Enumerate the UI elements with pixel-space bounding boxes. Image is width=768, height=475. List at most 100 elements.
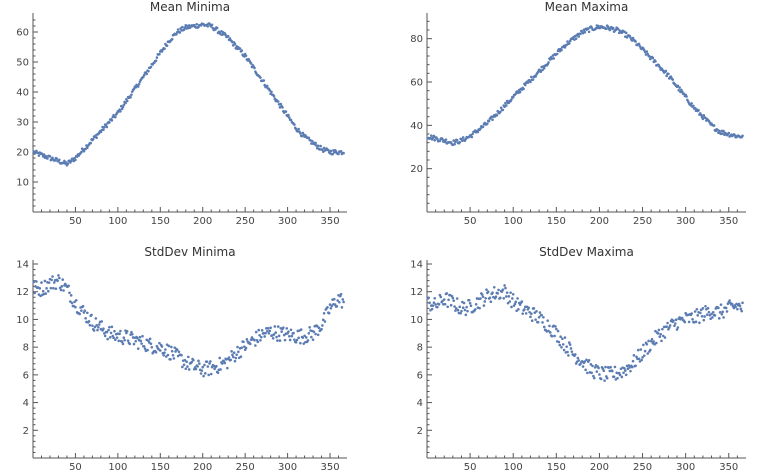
data-point <box>624 373 628 377</box>
data-point <box>694 320 698 324</box>
data-point <box>303 334 306 338</box>
data-point <box>257 328 261 332</box>
data-point <box>667 72 670 76</box>
data-point <box>591 364 594 368</box>
data-point <box>233 42 237 46</box>
data-point <box>535 310 538 313</box>
data-point <box>638 45 642 48</box>
data-point <box>262 79 266 82</box>
data-point <box>321 324 324 327</box>
data-point <box>568 343 572 346</box>
data-point <box>210 23 214 27</box>
data-point <box>273 325 277 328</box>
data-point <box>68 291 71 295</box>
y-tick-label: 12 <box>16 287 29 298</box>
data-point <box>142 73 146 77</box>
data-point <box>62 289 65 292</box>
data-point <box>581 365 585 368</box>
data-point <box>464 313 468 317</box>
data-point <box>120 340 124 344</box>
data-point <box>149 342 153 346</box>
data-point <box>741 301 744 305</box>
data-point <box>219 368 222 371</box>
data-point <box>46 157 49 160</box>
data-point <box>244 54 248 58</box>
data-point <box>310 139 314 143</box>
data-point <box>601 367 605 370</box>
data-point <box>707 310 711 314</box>
data-point <box>552 57 556 60</box>
data-point <box>80 150 83 154</box>
data-point <box>511 297 514 300</box>
data-point <box>132 87 136 91</box>
data-point <box>597 366 600 370</box>
data-point <box>54 287 58 290</box>
data-point <box>507 295 511 298</box>
data-point <box>542 315 545 319</box>
data-point <box>260 329 264 332</box>
data-point <box>522 87 525 91</box>
chart-title: StdDev Maxima <box>539 245 634 259</box>
data-point <box>91 137 95 141</box>
data-point <box>63 159 66 163</box>
data-point <box>727 131 731 135</box>
data-point <box>733 134 737 137</box>
data-point <box>434 303 437 306</box>
data-point <box>576 356 580 360</box>
data-point <box>149 65 153 69</box>
stddev-maxima-panel: StdDev Maxima 50 100 150 200 250 300 350 2 4 6 8 10 1… <box>410 245 746 473</box>
data-point <box>33 291 36 295</box>
data-point <box>553 334 556 338</box>
data-point <box>466 309 469 313</box>
data-point <box>740 309 743 313</box>
data-point <box>531 78 535 81</box>
data-point <box>329 306 333 310</box>
data-point <box>654 60 657 63</box>
data-point <box>142 345 146 348</box>
data-point <box>693 106 697 110</box>
x-tick-label: 100 <box>108 216 127 227</box>
data-point <box>431 304 435 307</box>
data-point <box>45 287 48 290</box>
data-point <box>130 332 134 336</box>
data-point <box>693 310 697 313</box>
data-point <box>463 308 467 312</box>
data-point <box>44 292 48 295</box>
data-point <box>623 367 626 370</box>
y-tick-label: 40 <box>16 88 29 99</box>
data-point <box>454 309 457 312</box>
data-point <box>593 366 597 369</box>
data-point <box>524 312 528 315</box>
data-point <box>634 364 637 368</box>
data-point <box>272 94 276 98</box>
data-point <box>592 376 596 380</box>
data-point <box>696 314 700 317</box>
data-point <box>583 30 587 34</box>
data-point <box>554 325 557 328</box>
data-point <box>73 300 76 304</box>
data-point <box>182 363 186 367</box>
data-point <box>585 358 588 362</box>
data-point <box>658 335 662 339</box>
data-point <box>230 350 233 353</box>
data-point <box>160 50 164 53</box>
data-point <box>109 331 113 335</box>
data-point <box>674 322 677 325</box>
data-point <box>690 312 693 315</box>
data-point <box>683 320 687 324</box>
data-point <box>223 361 227 365</box>
data-point <box>129 96 132 99</box>
data-point <box>597 24 600 28</box>
data-point <box>276 325 280 328</box>
y-tick-label: 30 <box>16 118 29 129</box>
data-point <box>125 330 129 333</box>
data-point <box>276 339 279 342</box>
data-point <box>539 70 543 74</box>
data-point <box>195 22 199 26</box>
data-point <box>282 326 285 329</box>
data-point <box>41 289 45 293</box>
data-point <box>599 377 603 381</box>
data-point <box>294 340 298 344</box>
data-point <box>235 353 238 356</box>
data-point <box>592 374 595 378</box>
